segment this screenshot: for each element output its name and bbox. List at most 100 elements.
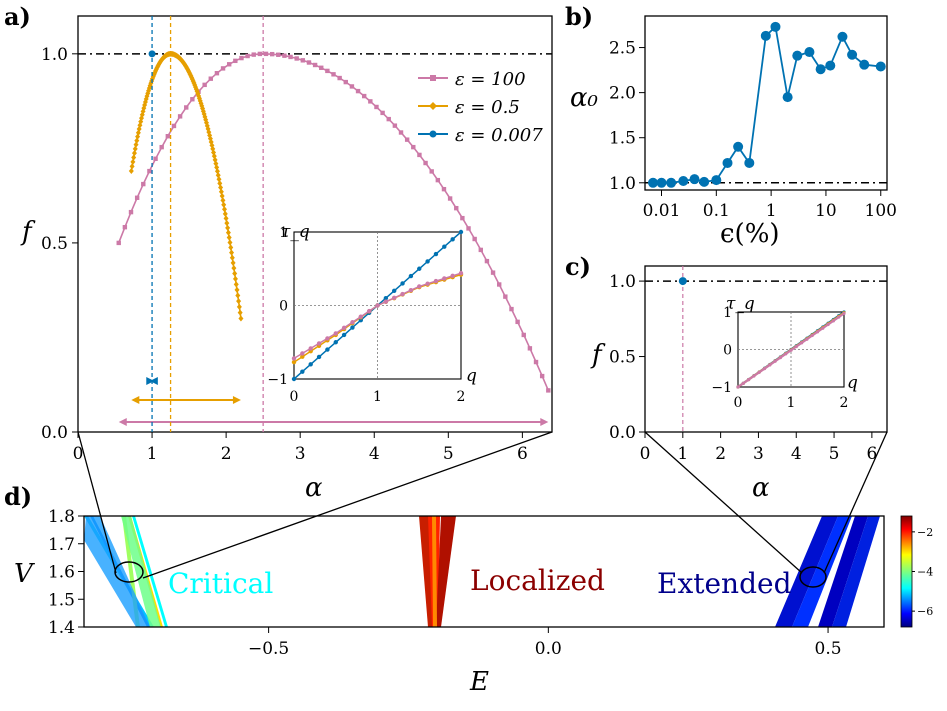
panel-a-spectrum-point xyxy=(429,169,434,174)
panel-b-alpha0-point xyxy=(722,157,733,168)
panel-b-alpha0-point xyxy=(666,177,677,188)
panel-a-spectrum-point xyxy=(184,105,189,110)
panel-a-spectrum-point xyxy=(219,193,225,200)
panel-a-spectrum-point xyxy=(215,172,221,179)
panel-a-spectrum-point xyxy=(218,184,224,191)
panel-c-ytick-label: 0.0 xyxy=(609,423,636,443)
panel-d-ytick-label: 1.8 xyxy=(48,507,75,527)
panel-a-spectrum-point xyxy=(177,114,183,119)
panel-a-spectrum-point xyxy=(128,168,134,175)
legend-marker-eps-0.5 xyxy=(429,102,437,110)
panel-a-spectrum-point xyxy=(355,88,361,94)
panel-a-spectrum-point xyxy=(490,270,496,275)
panel-c-inset-point xyxy=(789,348,793,352)
panel-a-spectrum-point xyxy=(503,294,508,299)
panel-d-bands xyxy=(84,516,880,627)
panel-c-inset-xlabel: q xyxy=(847,373,858,393)
panel-a-inset-point xyxy=(442,276,447,281)
panel-a-inset-point xyxy=(333,331,338,336)
panel-d-critical-band xyxy=(121,516,161,627)
panel-a-spectrum-point xyxy=(218,188,224,195)
panel-c-frame xyxy=(644,265,888,433)
panel-d-zoom-connector xyxy=(644,431,803,574)
panel-a-inset-ytick-label: −1 xyxy=(267,372,288,388)
legend-label-eps-100: ε = 100 xyxy=(455,69,526,90)
panel-a-ytick-label: 1.0 xyxy=(41,45,68,65)
panel-c-xtick-label: 2 xyxy=(715,444,726,464)
panel-a-spectrum-point xyxy=(231,265,237,272)
panel-a-inset-point xyxy=(366,308,372,314)
panel-a-inset-point xyxy=(300,354,305,359)
panel-a-spectrum-point xyxy=(132,145,138,152)
panel-a-spectrum-point xyxy=(232,270,238,277)
panel-a-spectrum-point xyxy=(190,97,195,102)
panel-a-inset-point xyxy=(333,340,338,345)
panel-a-spectrum-point xyxy=(368,99,373,104)
panel-d-extended-band xyxy=(818,516,868,627)
panel-a-range-arrowhead xyxy=(540,418,549,426)
panel-a-inset-point xyxy=(425,259,430,264)
panel-b: 0.01 0.1 1 10 100 1.0 1.5 2.0 2.5 xyxy=(609,15,897,221)
panel-a-inset-point xyxy=(308,362,313,367)
panel-a-spectrum-point xyxy=(139,115,145,122)
panel-b-ytick-label: 1.0 xyxy=(609,174,636,194)
panel-d-extended-band xyxy=(832,516,880,627)
panel-c-inset-point xyxy=(773,359,777,363)
panel-a-spectrum-point xyxy=(133,141,139,148)
panel-a-spectrum-point xyxy=(131,150,137,157)
panel-a-inset-point xyxy=(408,288,414,293)
panel-a-spectrum-point xyxy=(229,254,235,261)
panel-a-spectrum-point xyxy=(331,72,336,77)
panel-c-inset-point xyxy=(810,333,814,338)
panel-a-spectrum-point xyxy=(497,282,502,287)
panel-a-spectrum-point xyxy=(386,116,391,122)
panel-a-ytick-label: 0.0 xyxy=(41,423,68,443)
panel-a-inset-point xyxy=(291,359,297,365)
panel-a-spectrum-point xyxy=(222,210,228,217)
panel-d-xlabel: E xyxy=(469,667,489,697)
panel-b-alpha0-point xyxy=(733,141,744,152)
panel-a-spectrum-point xyxy=(294,56,299,61)
panel-a-inset-point xyxy=(308,346,313,351)
panel-a-spectrum-point xyxy=(225,229,231,236)
panel-c-inset-point xyxy=(821,326,825,330)
panel-d-zoom-connector xyxy=(823,431,888,574)
panel-d-critical-band xyxy=(132,516,168,627)
panel-c-inset-ylabel: τ_q xyxy=(726,294,755,314)
panel-a-xtick-label: 2 xyxy=(221,444,232,464)
panel-b-alpha0-point xyxy=(875,61,886,72)
panel-a-spectrum-point xyxy=(224,220,230,227)
panel-a-inset-point xyxy=(383,295,389,301)
panel-c-inset-point xyxy=(837,315,841,319)
panel-b-alpha0-point xyxy=(837,31,848,42)
panel-c-xtick-label: 1 xyxy=(677,444,688,464)
panel-a-spectrum-point xyxy=(245,53,250,59)
panel-a-spectrum-point xyxy=(325,68,330,74)
panel-a-spectrum-point xyxy=(237,309,243,316)
panel-a-ylabel: f xyxy=(20,217,36,247)
panel-a-spectrum-point xyxy=(171,123,177,129)
panel-a-inset-ylabel: τ_q xyxy=(281,222,310,242)
panel-d-zoom-connector xyxy=(77,431,117,574)
panel-c-xtick-label: 4 xyxy=(791,444,802,464)
panel-a-spectrum-point xyxy=(306,60,312,65)
panel-a-inset-xtick-label: 2 xyxy=(457,389,466,405)
panel-b-alpha0-point xyxy=(699,176,710,187)
panel-a-inset-point xyxy=(433,251,439,257)
panel-b-ylabel: α₀ xyxy=(570,83,599,113)
panel-b-alpha0-point xyxy=(804,47,815,58)
panel-a-spectrum-point xyxy=(515,319,520,325)
panel-a-spectrum-point xyxy=(116,240,121,246)
panel-a-spectrum-point xyxy=(134,195,140,200)
panel-a-spectrum-point xyxy=(484,258,490,264)
panel-a-spectrum-point xyxy=(214,168,220,175)
panel-b-xtick-label: 100 xyxy=(865,201,897,221)
panel-a-range-arrowhead xyxy=(118,418,127,426)
panel-a-spectrum-point xyxy=(361,93,367,99)
panel-a-spectrum-point xyxy=(398,130,404,135)
panel-a-spectrum-point xyxy=(374,104,379,110)
panel-a-inset-point xyxy=(350,320,355,325)
panel-a-spectrum-point xyxy=(232,275,238,282)
